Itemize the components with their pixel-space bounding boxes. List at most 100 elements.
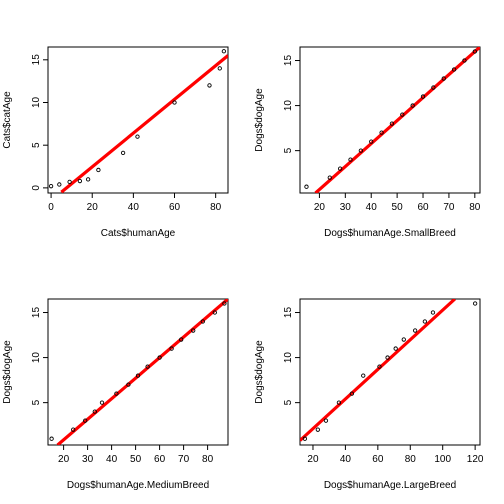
- data-point: [379, 130, 384, 135]
- x-tick-label: 0: [48, 202, 54, 213]
- data-point: [462, 58, 467, 63]
- data-point: [99, 400, 105, 405]
- x-tick-label: 40: [340, 454, 352, 465]
- x-tick-label: 60: [372, 454, 384, 465]
- data-point: [369, 139, 374, 144]
- data-point: [337, 166, 343, 171]
- y-tick-label: 10: [283, 352, 294, 364]
- data-point: [120, 150, 126, 156]
- data-point: [200, 319, 205, 324]
- data-point: [302, 436, 308, 441]
- x-tick-label: 70: [443, 202, 455, 213]
- x-tick-label: 70: [178, 454, 190, 465]
- data-point: [441, 76, 446, 81]
- data-point: [85, 177, 91, 182]
- data-point: [71, 427, 76, 432]
- data-point: [348, 157, 353, 162]
- x-tick-label: 60: [417, 202, 429, 213]
- x-tick-label: 60: [169, 202, 181, 213]
- data-point: [172, 100, 177, 105]
- data-point: [412, 328, 418, 333]
- y-tick-label: 0: [31, 185, 42, 191]
- plot-frame: [299, 298, 481, 446]
- data-point: [389, 121, 395, 126]
- x-tick-label: 80: [210, 202, 222, 213]
- data-point: [135, 373, 141, 378]
- regression-line: [314, 47, 480, 193]
- y-tick-label: 15: [31, 307, 42, 319]
- regression-line: [300, 299, 456, 442]
- x-tick-label: 40: [366, 202, 378, 213]
- data-point: [304, 184, 309, 189]
- data-point: [49, 436, 54, 441]
- x-axis-title: Cats$humanAge: [101, 228, 176, 239]
- y-tick-label: 10: [283, 100, 294, 112]
- data-point: [336, 400, 342, 405]
- x-tick-label: 100: [434, 454, 451, 465]
- data-point: [212, 310, 217, 315]
- data-point: [472, 49, 477, 54]
- data-point: [361, 373, 366, 378]
- x-tick-label: 60: [154, 454, 166, 465]
- x-tick-label: 20: [307, 454, 319, 465]
- y-axis-title: Dogs$dogAge: [254, 88, 265, 152]
- data-point: [221, 49, 227, 54]
- y-tick-label: 10: [31, 352, 42, 364]
- data-point: [145, 364, 150, 369]
- data-point: [96, 167, 101, 173]
- data-point: [315, 427, 320, 432]
- x-axis-title: Dogs$humanAge.SmallBreed: [324, 228, 456, 239]
- data-point: [77, 178, 83, 184]
- plot-frame: [47, 298, 229, 446]
- x-tick-label: 50: [130, 454, 142, 465]
- data-point: [57, 182, 62, 187]
- panel-3: 20 30 40 50 60 70 80 5 10 15 Dogs$humanAge.MediumB…: [2, 298, 229, 491]
- data-point: [393, 346, 398, 351]
- data-point: [135, 134, 140, 139]
- data-point: [83, 418, 88, 423]
- x-axis-title: Dogs$humanAge.LargeBreed: [324, 480, 456, 491]
- data-point: [377, 364, 382, 369]
- x-tick-label: 20: [314, 202, 326, 213]
- data-point: [431, 85, 436, 90]
- plot-frame: [47, 46, 229, 194]
- data-point: [400, 112, 405, 117]
- data-point: [401, 337, 406, 342]
- y-tick-label: 5: [31, 142, 42, 148]
- data-point: [179, 337, 184, 342]
- data-point: [92, 409, 97, 414]
- x-tick-label: 50: [392, 202, 404, 213]
- x-tick-label: 30: [340, 202, 352, 213]
- x-tick-label: 20: [58, 454, 70, 465]
- data-point: [114, 391, 119, 396]
- panel-2: 20 30 40 50 60 70 80 5 10 15 Dogs$humanAge.SmallBr…: [254, 46, 481, 239]
- data-point: [126, 382, 131, 387]
- y-tick-label: 5: [283, 147, 294, 153]
- data-point: [422, 319, 428, 324]
- data-point: [327, 175, 332, 180]
- regression-line: [60, 54, 228, 193]
- data-point: [358, 148, 364, 153]
- data-point: [217, 66, 222, 71]
- data-point: [157, 355, 162, 360]
- data-point: [385, 355, 390, 360]
- y-tick-label: 10: [31, 96, 42, 108]
- data-point: [451, 67, 457, 72]
- x-tick-label: 80: [469, 202, 481, 213]
- x-tick-label: 80: [202, 454, 214, 465]
- data-point: [48, 184, 54, 189]
- panel-1: 0 20 40 60 80 0 5 10 15 Cats$humanAge Cats$catAge: [2, 46, 229, 239]
- y-tick-label: 15: [283, 55, 294, 67]
- y-axis-title: Dogs$dogAge: [254, 340, 265, 404]
- y-tick-label: 15: [283, 307, 294, 319]
- x-tick-label: 120: [467, 454, 484, 465]
- data-point: [67, 179, 72, 185]
- x-tick-label: 30: [82, 454, 94, 465]
- y-axis-title: Dogs$dogAge: [2, 340, 13, 404]
- data-point: [349, 391, 355, 396]
- y-tick-label: 15: [31, 54, 42, 66]
- data-point: [472, 301, 478, 306]
- regression-line: [56, 299, 228, 445]
- y-tick-label: 5: [283, 399, 294, 405]
- panel-4: 20 40 60 80 100 120 5 10 15 Dogs$humanAge.LargeBr…: [254, 298, 484, 491]
